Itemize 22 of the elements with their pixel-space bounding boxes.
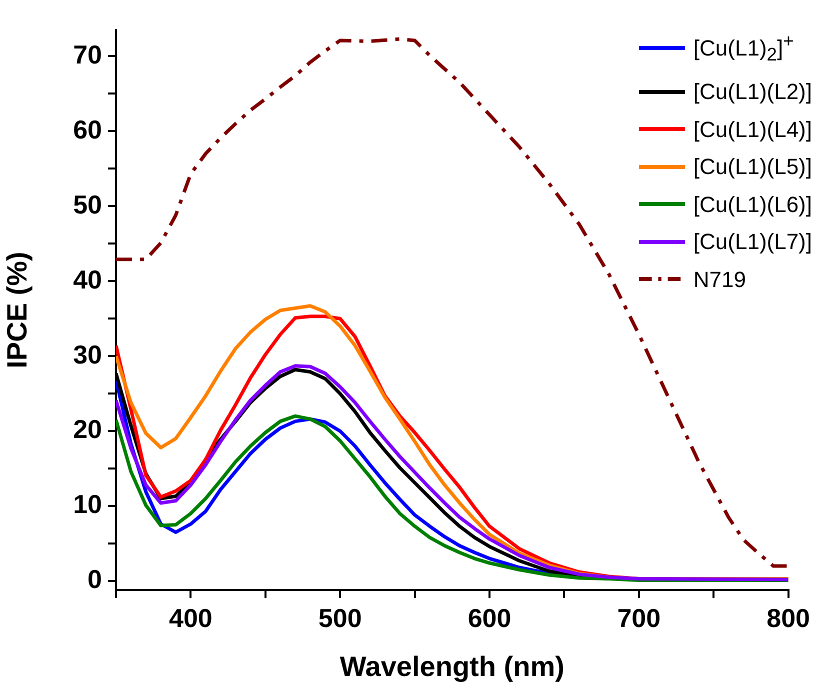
legend-label: N719 <box>693 266 746 294</box>
y-tick-label: 20 <box>73 414 102 444</box>
legend-label: [Cu(L1)$_{2}$]$^{+}$ <box>693 29 794 67</box>
y-tick-label: 10 <box>73 489 102 520</box>
x-tick-label: 600 <box>468 602 512 633</box>
x-tick-label: 800 <box>766 602 810 633</box>
y-tick-label: 0 <box>88 564 102 594</box>
y-tick-label: 40 <box>73 264 102 294</box>
legend-label: [Cu(L1)(L7)] <box>693 228 812 256</box>
x-axis-title: Wavelength (nm) <box>340 650 564 682</box>
legend-label: [Cu(L1)(L2)] <box>693 78 812 106</box>
y-axis-title: IPCE (%) <box>2 252 33 368</box>
y-tick-label: 30 <box>73 339 102 370</box>
y-tick-label: 60 <box>73 114 102 144</box>
legend-label: [Cu(L1)(L5)] <box>693 153 812 182</box>
x-tick-label: 700 <box>617 602 661 633</box>
x-tick-label: 500 <box>318 602 362 633</box>
x-tick-label: 400 <box>169 602 212 633</box>
legend-label: [Cu(L1)(L4)] <box>693 116 812 144</box>
y-tick-label: 50 <box>73 189 102 220</box>
y-tick-label: 70 <box>73 39 102 70</box>
legend-label: [Cu(L1)(L6)] <box>693 190 812 219</box>
